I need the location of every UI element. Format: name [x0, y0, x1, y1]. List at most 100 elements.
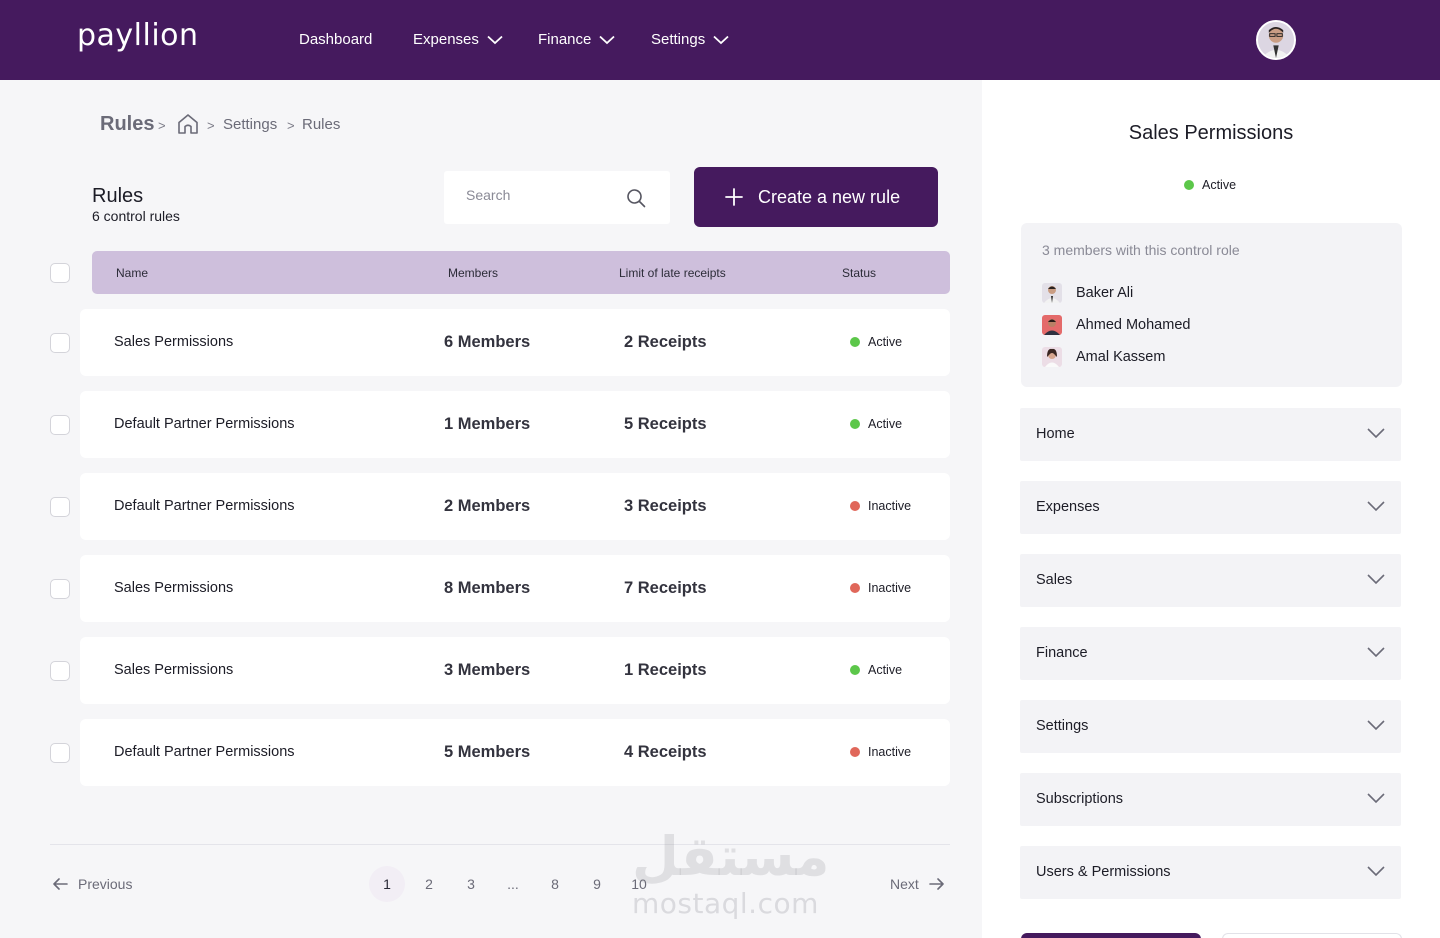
rules-count: 6 control rules [92, 208, 180, 224]
previous-page-button[interactable]: Previous [52, 876, 132, 892]
table-header: Name Members Limit of late receipts Stat… [92, 251, 950, 294]
member-item[interactable]: Baker Ali [1042, 283, 1133, 303]
top-nav-bar: payllion Dashboard Expenses Finance Sett… [0, 0, 1440, 80]
column-header-late-receipts[interactable]: Limit of late receipts [619, 266, 726, 280]
chevron-down-icon [1367, 501, 1385, 512]
column-header-status[interactable]: Status [842, 266, 877, 280]
row-checkbox[interactable] [50, 661, 70, 681]
nav-expenses[interactable]: Expenses [413, 31, 503, 48]
next-page-button[interactable]: Next [890, 876, 945, 892]
section-subscriptions[interactable]: Subscriptions [1020, 773, 1401, 826]
status-badge: Active [850, 417, 902, 431]
section-label: Subscriptions [1036, 791, 1124, 807]
app-logo[interactable]: payllion [77, 18, 199, 53]
arrow-right-icon [928, 878, 944, 890]
page-number-1[interactable]: 1 [369, 866, 405, 902]
section-settings[interactable]: Settings [1020, 700, 1401, 753]
home-icon[interactable] [176, 112, 200, 136]
row-checkbox[interactable] [50, 415, 70, 435]
chevron-down-icon [599, 35, 615, 44]
table-row[interactable]: Sales Permissions 3 Members 1 Receipts A… [80, 637, 950, 704]
panel-status-text: Active [1202, 178, 1237, 192]
chevron-down-icon [1367, 428, 1385, 439]
member-item[interactable]: Ahmed Mohamed [1042, 315, 1190, 335]
table-row[interactable]: Default Partner Permissions 2 Members 3 … [80, 473, 950, 540]
column-header-members[interactable]: Members [448, 266, 499, 280]
select-all-checkbox[interactable] [50, 263, 70, 283]
nav-finance-label: Finance [538, 31, 592, 48]
member-item[interactable]: Amal Kassem [1042, 347, 1165, 367]
rule-receipts: 5 Receipts [624, 415, 707, 433]
section-home[interactable]: Home [1020, 408, 1401, 461]
row-checkbox[interactable] [50, 743, 70, 763]
nav-expenses-label: Expenses [413, 31, 479, 48]
nav-finance[interactable]: Finance [538, 31, 615, 48]
create-rule-label: Create a new rule [758, 186, 901, 207]
row-checkbox[interactable] [50, 497, 70, 517]
member-name: Amal Kassem [1076, 349, 1166, 365]
page-number-3[interactable]: 3 [467, 876, 475, 892]
user-avatar-image [1258, 22, 1294, 58]
breadcrumb-settings[interactable]: Settings [223, 116, 278, 133]
status-dot-active [850, 665, 860, 675]
rule-members: 5 Members [444, 743, 531, 761]
rule-receipts: 3 Receipts [624, 497, 707, 515]
column-header-name[interactable]: Name [116, 266, 149, 280]
table-row[interactable]: Default Partner Permissions 1 Members 5 … [80, 391, 950, 458]
status-text: Active [868, 335, 903, 349]
table-row[interactable]: Sales Permissions 8 Members 7 Receipts I… [80, 555, 950, 622]
nav-dashboard[interactable]: Dashboard [299, 31, 372, 48]
search-input[interactable] [466, 187, 616, 203]
nav-settings[interactable]: Settings [651, 31, 729, 48]
page-number-9[interactable]: 9 [593, 876, 601, 892]
primary-action-button[interactable] [1021, 933, 1201, 938]
page-number-8[interactable]: 8 [551, 876, 559, 892]
page-ellipsis: ... [507, 876, 519, 892]
section-label: Home [1036, 426, 1075, 442]
rule-members: 3 Members [444, 661, 531, 679]
rule-name: Default Partner Permissions [114, 498, 295, 514]
rule-name: Sales Permissions [114, 334, 234, 350]
breadcrumb-separator: > [287, 118, 295, 133]
status-text: Inactive [868, 499, 912, 513]
status-badge: Active [850, 663, 902, 677]
status-text: Active [868, 417, 903, 431]
rule-name: Default Partner Permissions [114, 744, 295, 760]
section-expenses[interactable]: Expenses [1020, 481, 1401, 534]
status-badge: Inactive [850, 745, 911, 759]
pagination-divider [50, 844, 950, 845]
chevron-down-icon [1367, 647, 1385, 658]
status-text: Inactive [868, 581, 912, 595]
section-label: Settings [1036, 718, 1089, 734]
member-name: Ahmed Mohamed [1076, 317, 1191, 333]
status-badge: Active [850, 335, 902, 349]
rule-receipts: 4 Receipts [624, 743, 707, 761]
table-row[interactable]: Default Partner Permissions 5 Members 4 … [80, 719, 950, 786]
breadcrumb-title: Rules [100, 113, 155, 135]
plus-icon [725, 188, 743, 206]
section-finance[interactable]: Finance [1020, 627, 1401, 680]
section-sales[interactable]: Sales [1020, 554, 1401, 607]
panel-title: Sales Permissions [1128, 122, 1294, 144]
avatar [1042, 283, 1062, 303]
breadcrumb-separator: > [207, 118, 215, 133]
row-checkbox[interactable] [50, 579, 70, 599]
user-avatar[interactable] [1256, 20, 1296, 60]
secondary-action-button[interactable] [1222, 933, 1402, 938]
nav-dashboard-label: Dashboard [299, 31, 373, 48]
row-checkbox[interactable] [50, 333, 70, 353]
avatar [1042, 315, 1062, 335]
create-rule-button[interactable]: Create a new rule [694, 167, 938, 227]
chevron-down-icon [713, 35, 729, 44]
rule-members: 2 Members [444, 497, 531, 515]
watermark-arabic: مستقل [632, 825, 830, 888]
page-number-2[interactable]: 2 [425, 876, 433, 892]
section-users-permissions[interactable]: Users & Permissions [1020, 846, 1401, 899]
search-box [444, 171, 670, 224]
search-icon[interactable] [626, 188, 646, 208]
status-badge: Inactive [850, 581, 911, 595]
table-row[interactable]: Sales Permissions 6 Members 2 Receipts A… [80, 309, 950, 376]
page-number-10[interactable]: 10 [631, 876, 647, 892]
previous-label: Previous [78, 876, 133, 892]
status-dot-active [850, 337, 860, 347]
